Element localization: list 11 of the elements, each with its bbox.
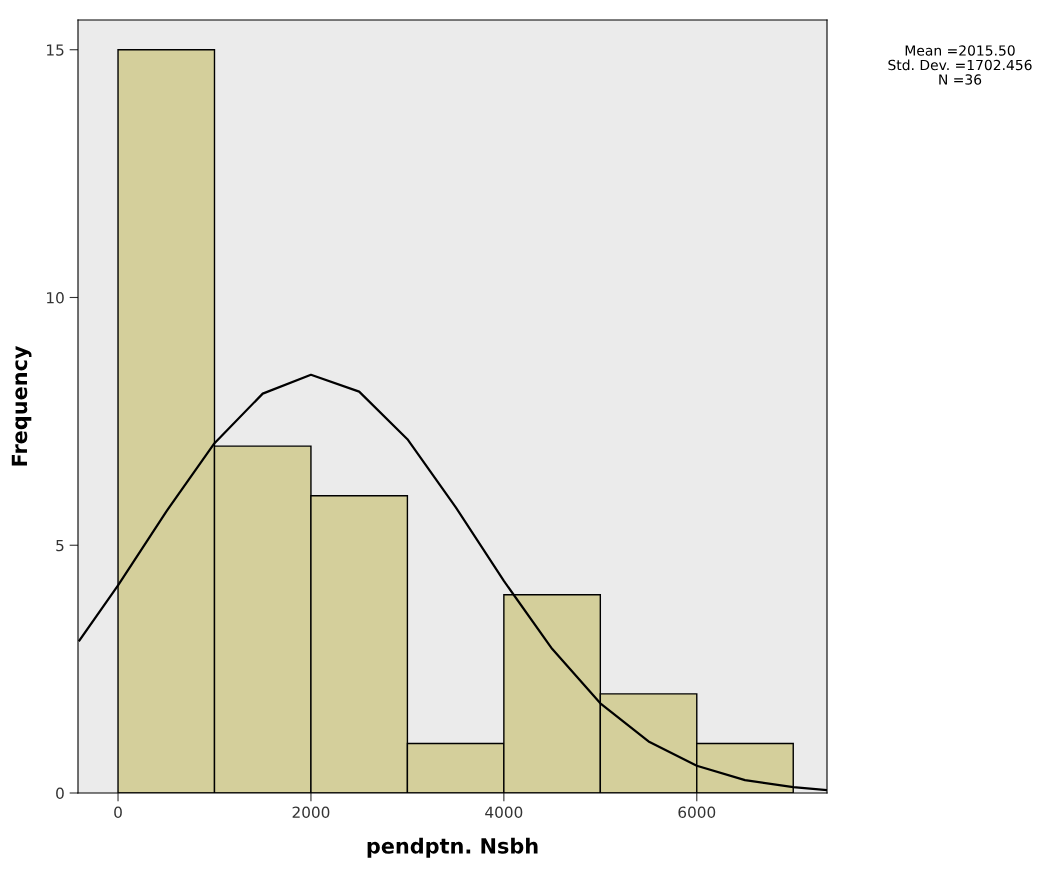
- y-tick-label: 5: [56, 539, 64, 552]
- x-tick-label: 4000: [485, 806, 523, 819]
- x-tick-label: 0: [114, 806, 122, 819]
- text: Mean =2015.50 Std. Dev. =1702.456 N =36: [888, 45, 1032, 85]
- y-tick-label: 10: [47, 291, 64, 304]
- x-tick-label: 2000: [292, 806, 330, 819]
- y-tick-label: 0: [56, 787, 64, 800]
- x-axis-title: pendptn. Nsbh: [367, 837, 538, 858]
- y-tick-label: 15: [47, 44, 64, 56]
- y-axis-title: Frequency: [11, 345, 32, 466]
- x-tick-label: 6000: [678, 806, 716, 819]
